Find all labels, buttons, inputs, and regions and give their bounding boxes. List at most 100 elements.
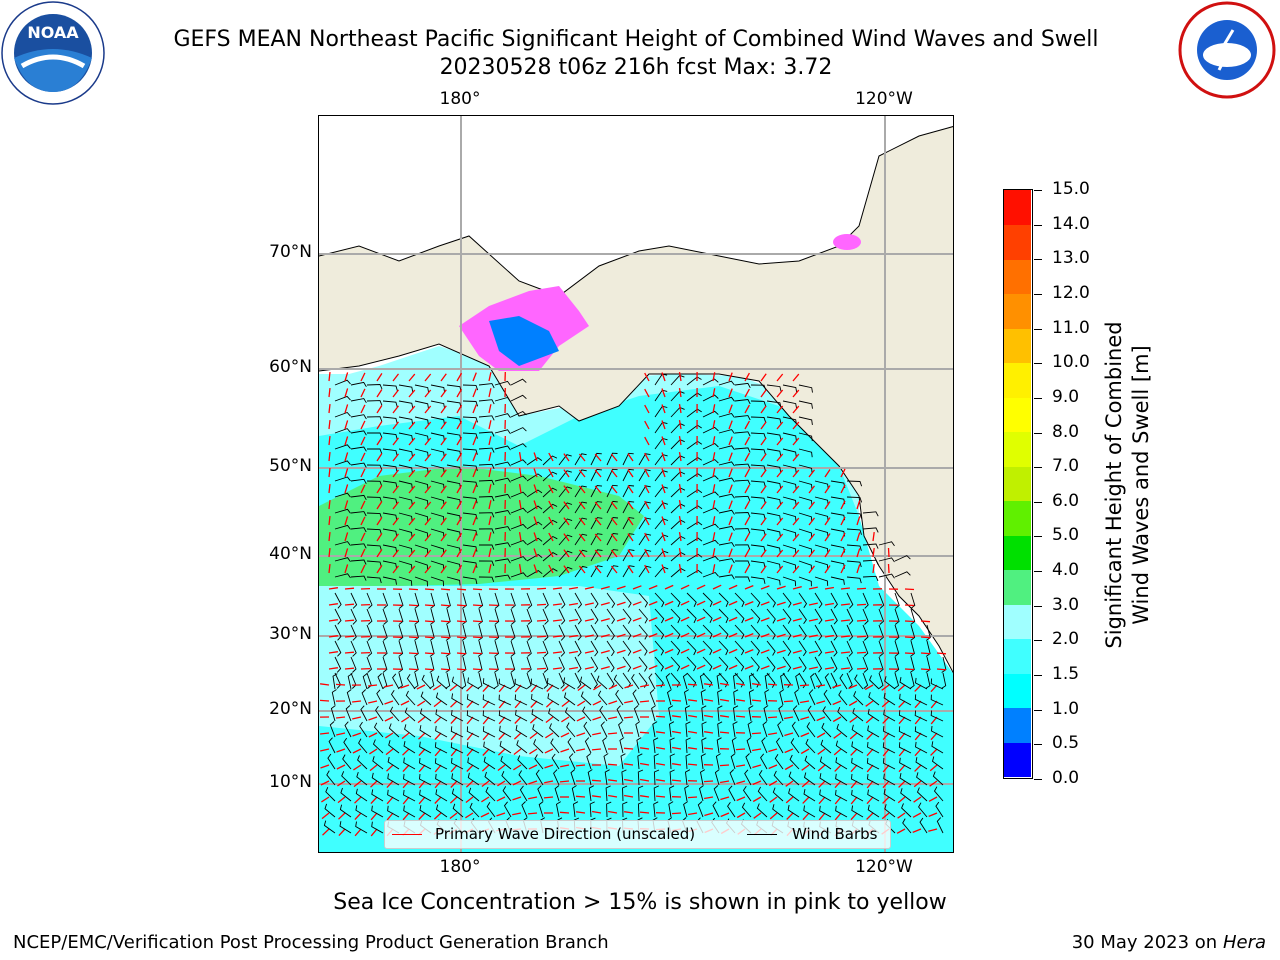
wave-direction-arrow — [644, 436, 650, 446]
wave-direction-arrow — [688, 699, 698, 702]
wind-barb — [782, 496, 797, 506]
wind-barb — [398, 400, 414, 409]
wave-direction-arrow — [576, 732, 586, 737]
wind-barb — [606, 801, 612, 818]
wind-barb — [729, 769, 736, 786]
wave-direction-arrow — [728, 548, 733, 558]
wind-barb — [862, 672, 869, 689]
wave-direction-arrow — [882, 732, 890, 741]
wave-direction-arrow — [719, 682, 730, 686]
wave-direction-arrow — [712, 484, 716, 494]
wave-direction-arrow — [792, 617, 802, 622]
wind-barb — [404, 724, 416, 738]
wind-barb — [766, 560, 781, 570]
wind-barb — [604, 769, 610, 786]
wind-barb — [824, 673, 832, 690]
wave-direction-arrow — [449, 684, 458, 692]
wave-direction-arrow — [472, 404, 477, 414]
wind-barb — [668, 801, 674, 818]
wave-direction-arrow — [408, 549, 416, 558]
wind-barb — [670, 656, 681, 672]
wave-field-band-2-3m — [319, 586, 659, 766]
wind-barb — [606, 640, 615, 657]
wave-direction-arrow — [680, 584, 690, 590]
wind-barb — [350, 494, 367, 501]
wave-direction-arrow — [563, 485, 570, 494]
wave-direction-arrow — [559, 780, 570, 783]
wave-direction-arrow — [624, 684, 634, 689]
wind-barb — [780, 673, 786, 690]
wave-direction-arrow — [456, 636, 467, 639]
wave-direction-arrow — [639, 762, 650, 766]
wind-barb — [435, 709, 448, 722]
wind-barb — [666, 689, 672, 706]
wave-direction-arrow — [856, 516, 861, 526]
wave-direction-arrow — [712, 468, 716, 478]
wind-barb — [350, 478, 367, 484]
wind-barb — [701, 737, 707, 754]
wind-barb — [343, 737, 352, 754]
wind-barb — [803, 772, 816, 786]
wave-direction-arrow — [897, 796, 906, 804]
wave-direction-arrow — [856, 532, 861, 542]
wave-direction-arrow — [424, 668, 435, 671]
wave-direction-arrow — [563, 469, 570, 478]
wind-barb — [494, 461, 511, 467]
wave-direction-arrow — [627, 485, 634, 494]
colorbar-segment — [1004, 707, 1031, 743]
wind-barb — [568, 753, 576, 770]
wind-barb — [339, 821, 352, 834]
wave-direction-arrow — [792, 437, 800, 446]
wave-direction-arrow — [328, 587, 338, 590]
wind-barb — [814, 592, 823, 609]
wind-barb — [882, 742, 896, 754]
wave-direction-arrow — [840, 587, 850, 590]
wave-direction-arrow — [456, 652, 467, 655]
wind-barb — [377, 673, 384, 690]
wave-direction-arrow — [497, 748, 506, 756]
wind-barb — [702, 426, 719, 434]
wave-direction-arrow — [354, 796, 362, 804]
wind-barb — [419, 741, 432, 754]
wave-direction-arrow — [353, 780, 362, 788]
wave-direction-arrow — [776, 649, 786, 654]
wind-barb — [638, 640, 648, 656]
wind-barb — [734, 447, 751, 453]
wave-direction-arrow — [928, 796, 938, 802]
wind-barb — [498, 678, 512, 690]
wave-direction-arrow — [872, 564, 875, 574]
wave-direction-arrow — [434, 764, 442, 773]
wave-direction-arrow — [824, 533, 831, 542]
wind-barb — [531, 709, 544, 722]
wind-barb — [846, 656, 853, 673]
wave-direction-arrow — [744, 600, 754, 606]
wind-barb — [750, 384, 767, 391]
wind-barb — [830, 656, 838, 673]
wave-direction-arrow — [760, 601, 770, 606]
wave-direction-arrow — [913, 796, 922, 803]
wind-barb — [766, 464, 782, 473]
wave-direction-arrow — [481, 796, 490, 803]
wave-direction-arrow — [424, 373, 432, 382]
wind-barb — [344, 721, 352, 738]
wave-direction-arrow — [594, 469, 602, 478]
wind-barb — [718, 640, 729, 656]
wave-direction-arrow — [513, 732, 522, 740]
wave-direction-arrow — [584, 602, 594, 606]
wave-direction-arrow — [850, 748, 858, 756]
wind-barb — [563, 677, 576, 690]
wind-barb — [331, 689, 337, 706]
wind-barb — [637, 801, 644, 818]
wind-barb — [823, 689, 832, 706]
wave-direction-arrow — [840, 468, 846, 478]
wave-direction-arrow — [808, 602, 818, 606]
wind-barb — [478, 447, 495, 453]
wind-barb — [398, 448, 413, 457]
wave-direction-arrow — [655, 746, 666, 750]
wind-barb — [334, 444, 351, 450]
wave-direction-arrow — [720, 812, 730, 818]
wave-direction-arrow — [424, 565, 432, 574]
wave-direction-arrow — [376, 501, 383, 510]
wind-barb — [445, 608, 451, 625]
wind-barb — [494, 640, 500, 657]
